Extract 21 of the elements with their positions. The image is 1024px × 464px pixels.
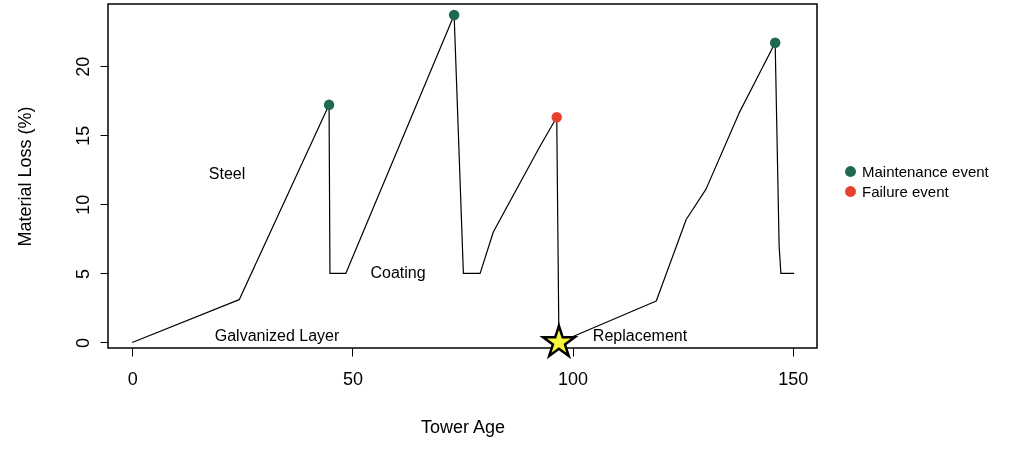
point — [769, 37, 781, 48]
annotation: Galvanized Layer — [214, 327, 340, 344]
point — [448, 9, 460, 21]
y-tick-label: 20 — [72, 56, 93, 77]
x-tick-label: 0 — [127, 368, 138, 389]
y-tick-label: 0 — [72, 337, 93, 348]
annotation: Steel — [208, 165, 246, 182]
x-tick-label: 50 — [342, 368, 363, 389]
x-axis-title: Tower Age — [420, 416, 506, 437]
legend-label: Failure event — [862, 182, 950, 200]
y-tick-label: 10 — [72, 194, 93, 215]
point — [323, 99, 335, 111]
x-tick-label: 150 — [778, 368, 809, 389]
annotation: Replacement — [592, 327, 688, 344]
point — [551, 112, 562, 123]
annotation: Coating — [370, 264, 426, 281]
legend-label: Maintenance event — [862, 162, 990, 180]
y-axis-title: Material Loss (%) — [14, 106, 35, 247]
y-tick-label: 5 — [72, 268, 93, 279]
x-tick-label: 100 — [558, 368, 589, 389]
y-tick-label: 15 — [72, 125, 93, 146]
